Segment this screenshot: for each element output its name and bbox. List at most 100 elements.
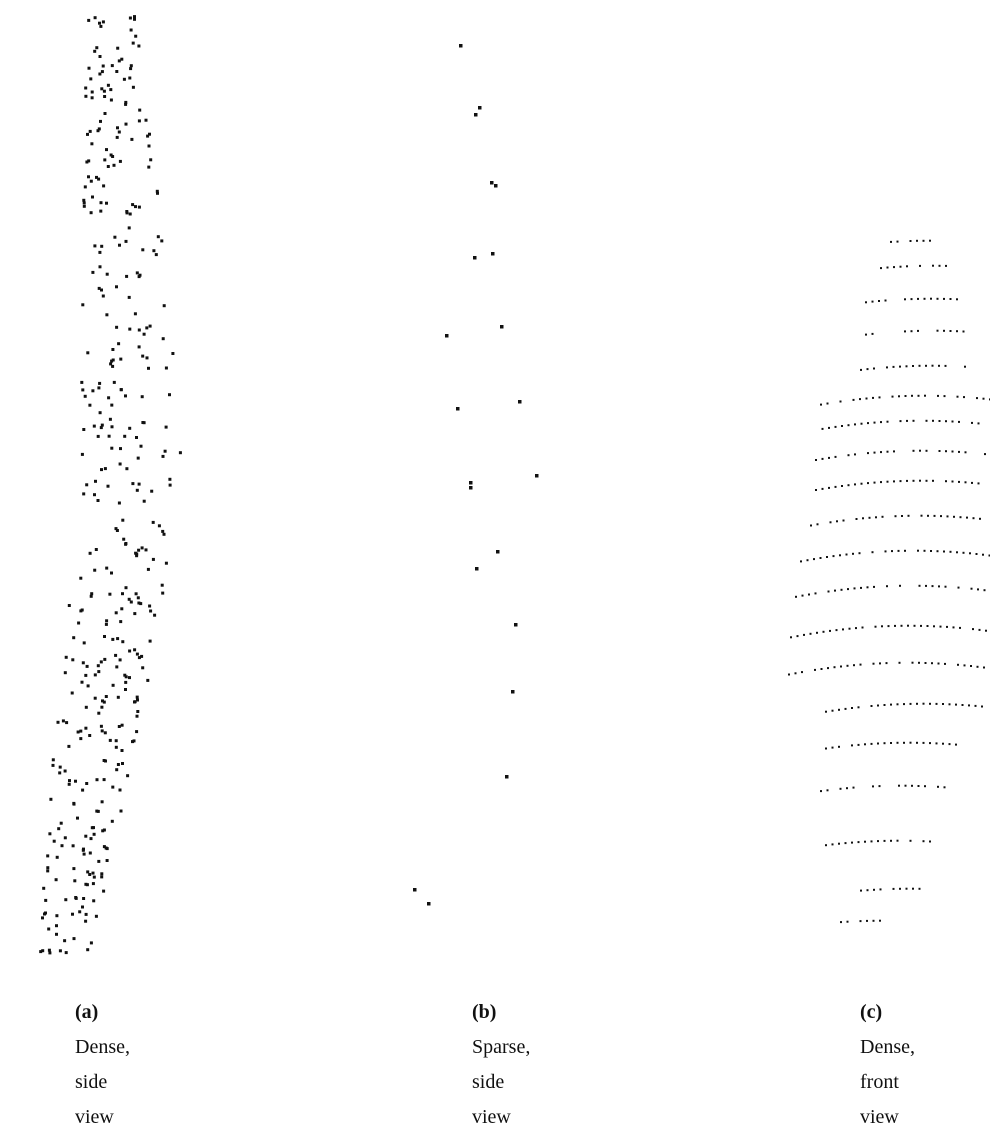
point bbox=[55, 914, 58, 917]
point bbox=[93, 833, 96, 836]
point bbox=[115, 768, 118, 771]
point bbox=[47, 928, 50, 931]
panel-caption: Dense, front view bbox=[860, 1036, 915, 1128]
point bbox=[111, 820, 114, 823]
point bbox=[898, 395, 900, 397]
point bbox=[93, 50, 96, 53]
point bbox=[136, 271, 139, 274]
point bbox=[83, 641, 86, 644]
point bbox=[866, 398, 868, 400]
point bbox=[87, 684, 90, 687]
point bbox=[514, 623, 518, 627]
point bbox=[835, 456, 837, 458]
point bbox=[927, 515, 929, 517]
point bbox=[813, 558, 815, 560]
point bbox=[146, 679, 149, 682]
point bbox=[790, 636, 792, 638]
point bbox=[944, 395, 946, 397]
point bbox=[919, 450, 921, 452]
point bbox=[836, 520, 838, 522]
point bbox=[511, 690, 515, 694]
point bbox=[168, 478, 171, 481]
point bbox=[146, 135, 149, 138]
point bbox=[118, 59, 121, 62]
point bbox=[945, 365, 947, 367]
point bbox=[965, 451, 967, 453]
point bbox=[162, 455, 165, 458]
point bbox=[111, 425, 114, 428]
point bbox=[64, 898, 67, 901]
point bbox=[918, 662, 920, 664]
point bbox=[964, 366, 966, 368]
panel-label: (b) bbox=[472, 995, 542, 1030]
point bbox=[926, 420, 928, 422]
point bbox=[87, 175, 90, 178]
point bbox=[886, 662, 888, 664]
point bbox=[833, 555, 835, 557]
point bbox=[826, 556, 828, 558]
point bbox=[64, 770, 67, 773]
point bbox=[919, 585, 921, 587]
point bbox=[52, 764, 55, 767]
point bbox=[977, 666, 979, 668]
point bbox=[953, 516, 955, 518]
point bbox=[114, 654, 117, 657]
point bbox=[99, 411, 102, 414]
point bbox=[971, 422, 973, 424]
point bbox=[141, 248, 144, 251]
point bbox=[124, 543, 127, 546]
point bbox=[81, 388, 84, 391]
point bbox=[932, 585, 934, 587]
point bbox=[165, 367, 168, 370]
point bbox=[848, 484, 850, 486]
point bbox=[115, 746, 118, 749]
point bbox=[118, 502, 121, 505]
point bbox=[952, 481, 954, 483]
point bbox=[860, 369, 862, 371]
point bbox=[925, 662, 927, 664]
point bbox=[86, 133, 89, 136]
point bbox=[44, 912, 47, 915]
point bbox=[966, 517, 968, 519]
point bbox=[932, 265, 934, 267]
point bbox=[872, 301, 874, 303]
point bbox=[864, 743, 866, 745]
point bbox=[965, 481, 967, 483]
point bbox=[157, 235, 160, 238]
point bbox=[135, 436, 138, 439]
point bbox=[137, 45, 140, 48]
point bbox=[838, 709, 840, 711]
point bbox=[905, 785, 907, 787]
point bbox=[905, 395, 907, 397]
point bbox=[93, 569, 96, 572]
point bbox=[125, 586, 128, 589]
point bbox=[64, 836, 67, 839]
point bbox=[141, 421, 144, 424]
point bbox=[94, 673, 97, 676]
point bbox=[100, 87, 103, 90]
point bbox=[893, 888, 895, 890]
point bbox=[475, 567, 479, 571]
point bbox=[867, 368, 869, 370]
point bbox=[86, 870, 89, 873]
point bbox=[117, 342, 120, 345]
point bbox=[858, 744, 860, 746]
point bbox=[128, 650, 131, 653]
point bbox=[135, 592, 138, 595]
point bbox=[945, 420, 947, 422]
caption-a: (a) Dense, side view bbox=[75, 995, 145, 1135]
point bbox=[55, 924, 58, 927]
point bbox=[840, 401, 842, 403]
point bbox=[103, 635, 106, 638]
point bbox=[945, 450, 947, 452]
point bbox=[934, 515, 936, 517]
point bbox=[825, 711, 827, 713]
point bbox=[99, 25, 102, 28]
point bbox=[90, 595, 93, 598]
point bbox=[130, 29, 133, 32]
point bbox=[445, 334, 449, 338]
point bbox=[102, 20, 105, 23]
point bbox=[73, 803, 76, 806]
point bbox=[916, 742, 918, 744]
caption-c: (c) Dense, front view bbox=[860, 995, 930, 1135]
